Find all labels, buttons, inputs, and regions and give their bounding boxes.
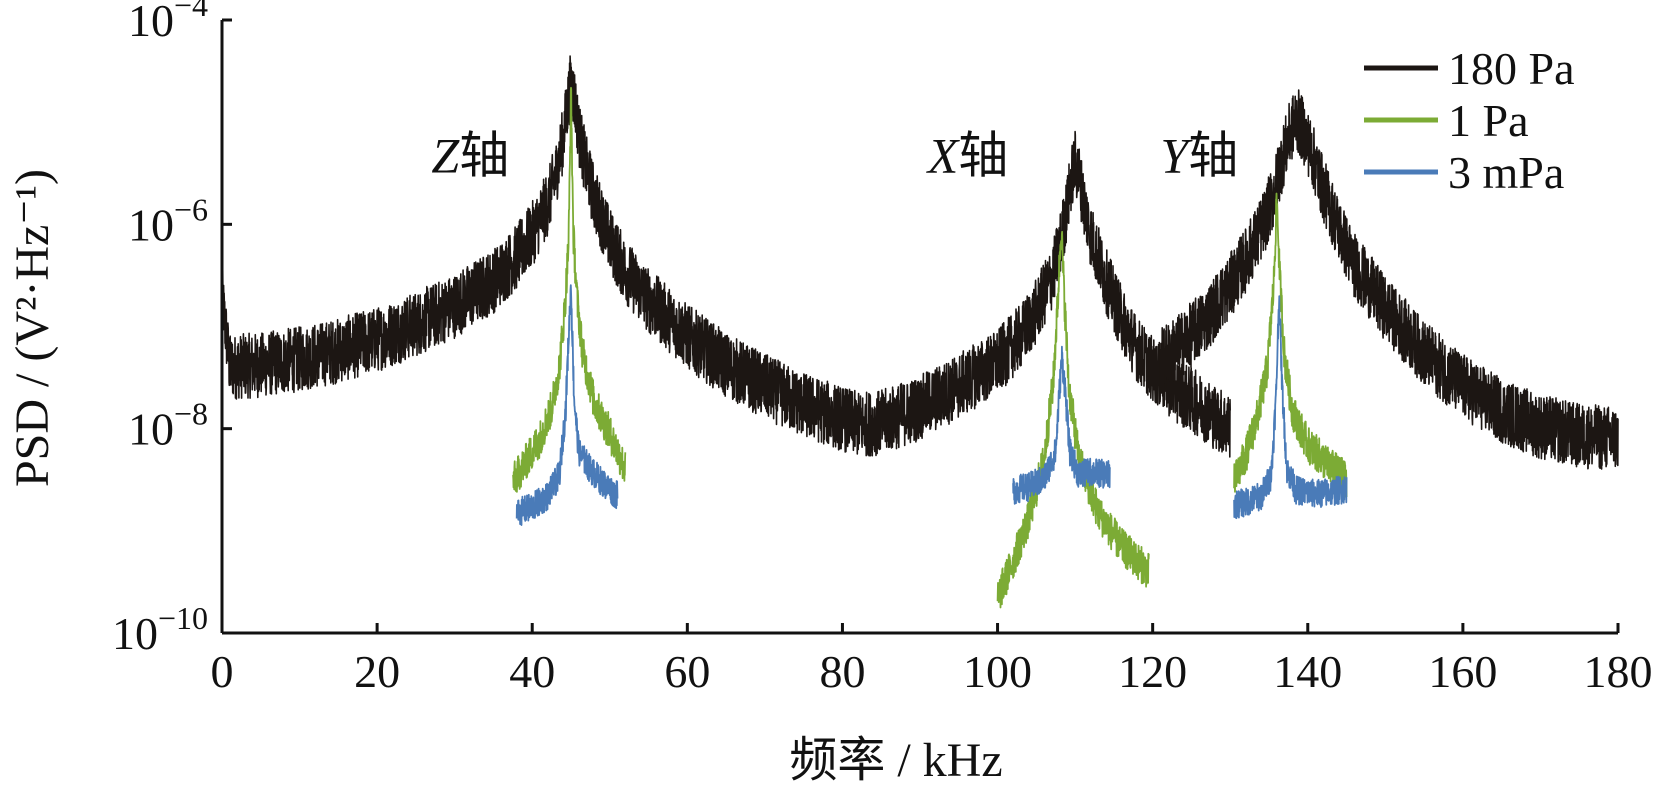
series-line-180-pa-1 (1159, 89, 1619, 470)
x-tick-label: 0 (211, 646, 234, 697)
y-axis-title: PSD / (V²·Hz⁻¹) (6, 169, 59, 487)
x-tick-label: 160 (1428, 646, 1497, 697)
x-tick-label: 40 (509, 646, 555, 697)
y-ticks: 10−10 10−8 10−6 10−4 (112, 0, 232, 659)
series-line-3-mpa-6 (1012, 345, 1111, 505)
y-tick-label: 10−6 (128, 191, 208, 250)
legend: 180 Pa1 Pa3 mPa (1364, 43, 1575, 198)
series-line-1-pa-2 (511, 86, 627, 493)
x-tick-label: 140 (1273, 646, 1342, 697)
y-tick-label: 10−10 (112, 600, 208, 659)
series-layer (221, 55, 1619, 609)
peak-annotation: Z轴 (431, 128, 509, 184)
series-line-1-pa-4 (1233, 192, 1348, 498)
x-tick-label: 60 (664, 646, 710, 697)
peak-annotation: Y轴 (1160, 128, 1238, 184)
x-tick-label: 180 (1584, 646, 1653, 697)
peak-annotation: X轴 (926, 128, 1009, 184)
legend-label: 180 Pa (1448, 43, 1575, 94)
legend-label: 1 Pa (1448, 95, 1529, 146)
y-tick-label: 10−8 (128, 396, 208, 455)
series-line-1-pa-3 (996, 230, 1150, 609)
x-tick-label: 120 (1118, 646, 1187, 697)
annotations-layer: Z轴 X轴 Y轴 (431, 128, 1238, 184)
axes (220, 20, 1618, 635)
x-tick-label: 100 (963, 646, 1032, 697)
x-tick-label: 80 (819, 646, 865, 697)
x-tick-label: 20 (354, 646, 400, 697)
series-line-180-pa-0 (221, 55, 1231, 458)
y-tick-label: 10−4 (128, 0, 208, 46)
series-line-3-mpa-7 (1233, 295, 1348, 520)
series-line-3-mpa-5 (515, 284, 619, 526)
x-ticks: 0 20 40 60 80 100 120 140 160 180 (211, 623, 1653, 697)
x-axis-title: 频率 / kHz (789, 734, 1002, 786)
legend-label: 3 mPa (1448, 147, 1564, 198)
